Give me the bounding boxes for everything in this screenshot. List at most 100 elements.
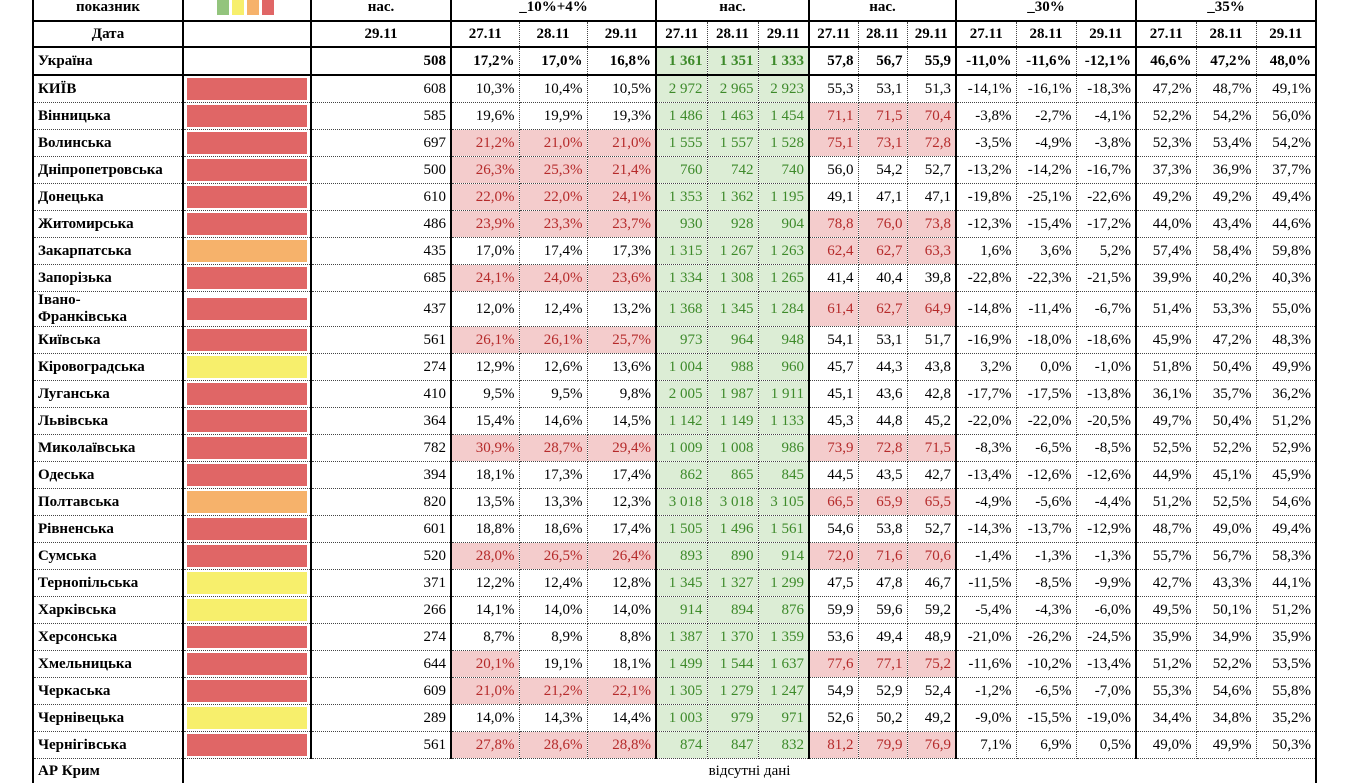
value-cell: 23,7% bbox=[586, 210, 657, 238]
value-cell: -13,4% bbox=[955, 461, 1017, 489]
value-cell: 55,3 bbox=[808, 74, 859, 103]
value-cell: -12,6% bbox=[1015, 461, 1077, 489]
table-row: Донецька 610 22,0% 22,0% 24,1% 1 353 1 362 1 19… bbox=[32, 183, 1318, 211]
value-cell: 52,9 bbox=[857, 677, 908, 705]
value-cell: 1 496 bbox=[706, 515, 759, 543]
legend-icon bbox=[217, 0, 274, 15]
value-cell: 23,3% bbox=[518, 210, 588, 238]
status-cell bbox=[182, 542, 312, 570]
table-row: Вінницька 585 19,6% 19,9% 19,3% 1 486 1 463 1 4… bbox=[32, 102, 1318, 130]
value-cell: -25,1% bbox=[1015, 183, 1077, 211]
value-cell: -12,9% bbox=[1075, 515, 1137, 543]
value-cell: 40,4 bbox=[857, 264, 908, 292]
value-cell: 39,9% bbox=[1135, 264, 1197, 292]
population-cell: 609 bbox=[310, 677, 452, 705]
value-cell: 14,6% bbox=[518, 407, 588, 435]
status-cell bbox=[182, 650, 312, 678]
value-cell: 52,6 bbox=[808, 704, 859, 732]
value-cell: -18,3% bbox=[1075, 74, 1137, 103]
value-cell: 42,7 bbox=[906, 461, 957, 489]
date-cell: 28.11 bbox=[1195, 20, 1257, 48]
region-name-text: Волинська bbox=[38, 134, 112, 151]
value-cell: 12,9% bbox=[450, 353, 520, 381]
value-cell: 19,9% bbox=[518, 102, 588, 130]
value-cell: 47,2% bbox=[1135, 74, 1197, 103]
value-cell: 2 005 bbox=[655, 380, 708, 408]
header-cell: нас. bbox=[310, 0, 452, 22]
value-cell: 50,4% bbox=[1195, 407, 1257, 435]
population-cell: 820 bbox=[310, 488, 452, 516]
value-cell: 893 bbox=[655, 542, 708, 570]
region-name-text: Львівська bbox=[38, 412, 109, 429]
value-cell: 964 bbox=[706, 326, 759, 354]
region-name: Миколаївська bbox=[32, 434, 184, 462]
population-cell: 486 bbox=[310, 210, 452, 238]
value-cell: 53,3% bbox=[1195, 291, 1257, 327]
region-name: Івано-Франківська bbox=[32, 291, 184, 327]
value-cell: 52,7 bbox=[906, 515, 957, 543]
value-cell: -17,7% bbox=[955, 380, 1017, 408]
value-cell: 2 972 bbox=[655, 74, 708, 103]
status-color bbox=[187, 680, 307, 702]
status-cell bbox=[182, 156, 312, 184]
value-cell: 12,0% bbox=[450, 291, 520, 327]
value-cell: 52,3% bbox=[1135, 129, 1197, 157]
value-cell: 45,7 bbox=[808, 353, 859, 381]
table-row: Запорізька 685 24,1% 24,0% 23,6% 1 334 1 308 1 … bbox=[32, 264, 1318, 292]
value-cell: 53,6 bbox=[808, 623, 859, 651]
value-cell: 1,6% bbox=[955, 237, 1017, 265]
status-color bbox=[187, 159, 307, 181]
value-cell: 56,7 bbox=[857, 46, 908, 76]
value-cell: -6,0% bbox=[1075, 596, 1137, 624]
population-cell: 435 bbox=[310, 237, 452, 265]
value-cell: 1 279 bbox=[706, 677, 759, 705]
table-row: Луганська 410 9,5% 9,5% 9,8% 2 005 1 987 1 911 4… bbox=[32, 380, 1318, 408]
status-color bbox=[187, 734, 307, 756]
value-cell: 1 361 bbox=[655, 46, 708, 76]
status-color bbox=[187, 132, 307, 154]
value-cell: 18,1% bbox=[450, 461, 520, 489]
value-cell: 49,1% bbox=[1255, 74, 1318, 103]
value-cell: 72,8 bbox=[857, 434, 908, 462]
value-cell: 27,8% bbox=[450, 731, 520, 759]
value-cell: 39,8 bbox=[906, 264, 957, 292]
table-row: Житомирська 486 23,9% 23,3% 23,7% 930 928 904 78… bbox=[32, 210, 1318, 238]
status-cell bbox=[182, 46, 312, 76]
value-cell: 71,5 bbox=[857, 102, 908, 130]
region-name: Рівненська bbox=[32, 515, 184, 543]
value-cell: -9,0% bbox=[955, 704, 1017, 732]
value-cell: 44,0% bbox=[1135, 210, 1197, 238]
value-cell: 52,2% bbox=[1195, 434, 1257, 462]
value-cell: -11,5% bbox=[955, 569, 1017, 597]
value-cell: 51,4% bbox=[1135, 291, 1197, 327]
value-cell: 73,8 bbox=[906, 210, 957, 238]
value-cell: 1 544 bbox=[706, 650, 759, 678]
value-cell: 15,4% bbox=[450, 407, 520, 435]
value-cell: 76,9 bbox=[906, 731, 957, 759]
value-cell: 47,8 bbox=[857, 569, 908, 597]
value-cell: 18,1% bbox=[586, 650, 657, 678]
status-cell bbox=[182, 731, 312, 759]
value-cell: 1 009 bbox=[655, 434, 708, 462]
region-name: Харківська bbox=[32, 596, 184, 624]
value-cell: 51,2% bbox=[1135, 488, 1197, 516]
status-cell bbox=[182, 704, 312, 732]
value-cell: 1 333 bbox=[757, 46, 810, 76]
status-color bbox=[187, 410, 307, 432]
value-cell: 44,6% bbox=[1255, 210, 1318, 238]
value-cell: 49,7% bbox=[1135, 407, 1197, 435]
value-cell: 70,4 bbox=[906, 102, 957, 130]
value-cell: -11,4% bbox=[1015, 291, 1077, 327]
region-name: Полтавська bbox=[32, 488, 184, 516]
region-name: Одеська bbox=[32, 461, 184, 489]
status-color bbox=[187, 240, 307, 262]
value-cell: 53,8 bbox=[857, 515, 908, 543]
date-cell: 27.11 bbox=[1135, 20, 1197, 48]
value-cell: 57,4% bbox=[1135, 237, 1197, 265]
value-cell: 1 353 bbox=[655, 183, 708, 211]
value-cell: 36,9% bbox=[1195, 156, 1257, 184]
value-cell: 1 368 bbox=[655, 291, 708, 327]
population-cell: 585 bbox=[310, 102, 452, 130]
value-cell: 73,1 bbox=[857, 129, 908, 157]
